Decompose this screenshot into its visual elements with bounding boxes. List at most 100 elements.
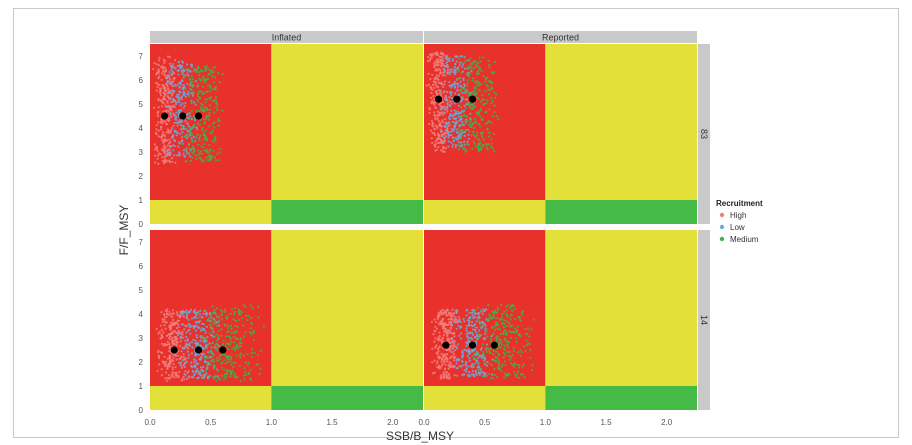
data-point-low (173, 84, 176, 88)
data-point-high (170, 321, 173, 324)
data-point-low (175, 84, 179, 87)
data-point-low (456, 85, 460, 88)
data-point-medium (188, 147, 192, 150)
data-point-medium (190, 89, 193, 92)
data-point-medium (509, 331, 513, 334)
data-point-medium (480, 100, 483, 103)
data-point-low (193, 308, 197, 311)
data-point-medium (474, 145, 477, 148)
data-point-medium (499, 328, 502, 331)
data-point-medium (211, 129, 214, 132)
data-point-high (440, 65, 443, 68)
data-point-low (186, 122, 189, 125)
data-point-low (188, 323, 192, 326)
data-point-low (196, 85, 199, 88)
data-point-high (430, 137, 433, 140)
x-tick-label: 0.0 (144, 418, 156, 427)
data-point-high (158, 363, 161, 366)
data-point-high (446, 110, 449, 113)
data-point-high (436, 78, 440, 81)
data-point-medium (217, 334, 220, 338)
data-point-medium (479, 60, 482, 63)
data-point-low (204, 344, 208, 347)
data-point-low (454, 92, 457, 95)
data-point-high (431, 131, 434, 134)
data-point-high (437, 357, 441, 360)
data-point-low (190, 63, 193, 66)
facet-strip-row (698, 44, 710, 224)
data-point-medium (504, 329, 507, 332)
data-point-medium (192, 70, 195, 73)
data-point-medium (455, 136, 458, 139)
data-point-low (168, 80, 171, 83)
data-point-medium (508, 322, 511, 325)
data-point-medium (200, 340, 203, 343)
data-point-high (437, 146, 440, 149)
data-point-medium (216, 109, 219, 112)
data-point-low (474, 335, 477, 339)
data-point-medium (202, 160, 205, 163)
data-point-high (176, 337, 179, 340)
data-point-low (167, 151, 170, 154)
data-point-high (164, 342, 167, 346)
median-marker-high (442, 341, 450, 349)
y-tick-label: 4 (139, 310, 144, 319)
data-point-high (440, 360, 443, 363)
data-point-medium (479, 115, 482, 118)
data-point-low (441, 107, 444, 110)
data-point-medium (246, 353, 250, 356)
data-point-low (189, 361, 193, 364)
data-point-high (437, 61, 440, 64)
data-point-low (457, 141, 460, 144)
data-point-high (168, 108, 171, 111)
data-point-low (185, 150, 188, 153)
data-point-low (445, 61, 448, 64)
data-point-low (199, 335, 202, 338)
data-point-high (163, 316, 166, 319)
data-point-low (458, 137, 461, 140)
data-point-low (177, 96, 180, 99)
data-point-medium (473, 133, 476, 136)
data-point-high (446, 338, 449, 341)
data-point-low (453, 341, 456, 344)
data-point-low (190, 137, 193, 140)
data-point-low (191, 366, 194, 369)
data-point-low (177, 154, 180, 157)
data-point-medium (493, 373, 496, 377)
data-point-low (195, 343, 198, 346)
data-point-high (450, 341, 453, 344)
data-point-high (432, 333, 435, 336)
data-point-high (438, 113, 441, 116)
data-point-low (462, 79, 465, 82)
data-point-high (436, 126, 439, 130)
data-point-low (192, 360, 195, 363)
data-point-low (454, 68, 457, 71)
data-point-low (452, 347, 455, 350)
data-point-medium (209, 104, 212, 107)
data-point-medium (490, 82, 493, 85)
data-point-medium (248, 330, 251, 334)
data-point-high (168, 336, 171, 339)
data-point-high (437, 364, 440, 367)
data-point-low (484, 332, 487, 335)
data-point-low (453, 80, 456, 83)
data-point-medium (201, 85, 204, 88)
data-point-medium (485, 143, 488, 146)
data-point-low (468, 371, 471, 374)
data-point-medium (229, 341, 232, 344)
data-point-low (201, 353, 204, 356)
data-point-medium (488, 372, 491, 375)
data-point-medium (218, 345, 221, 348)
data-point-medium (203, 65, 206, 68)
data-point-high (159, 120, 162, 123)
data-point-medium (508, 373, 511, 376)
data-point-high (446, 69, 449, 72)
data-point-medium (206, 159, 209, 162)
data-point-medium (197, 143, 200, 146)
data-point-high (170, 80, 173, 83)
zone-healthy (271, 386, 423, 410)
data-point-high (161, 318, 164, 321)
data-point-high (169, 359, 172, 362)
data-point-high (446, 101, 449, 104)
data-point-medium (218, 159, 221, 162)
